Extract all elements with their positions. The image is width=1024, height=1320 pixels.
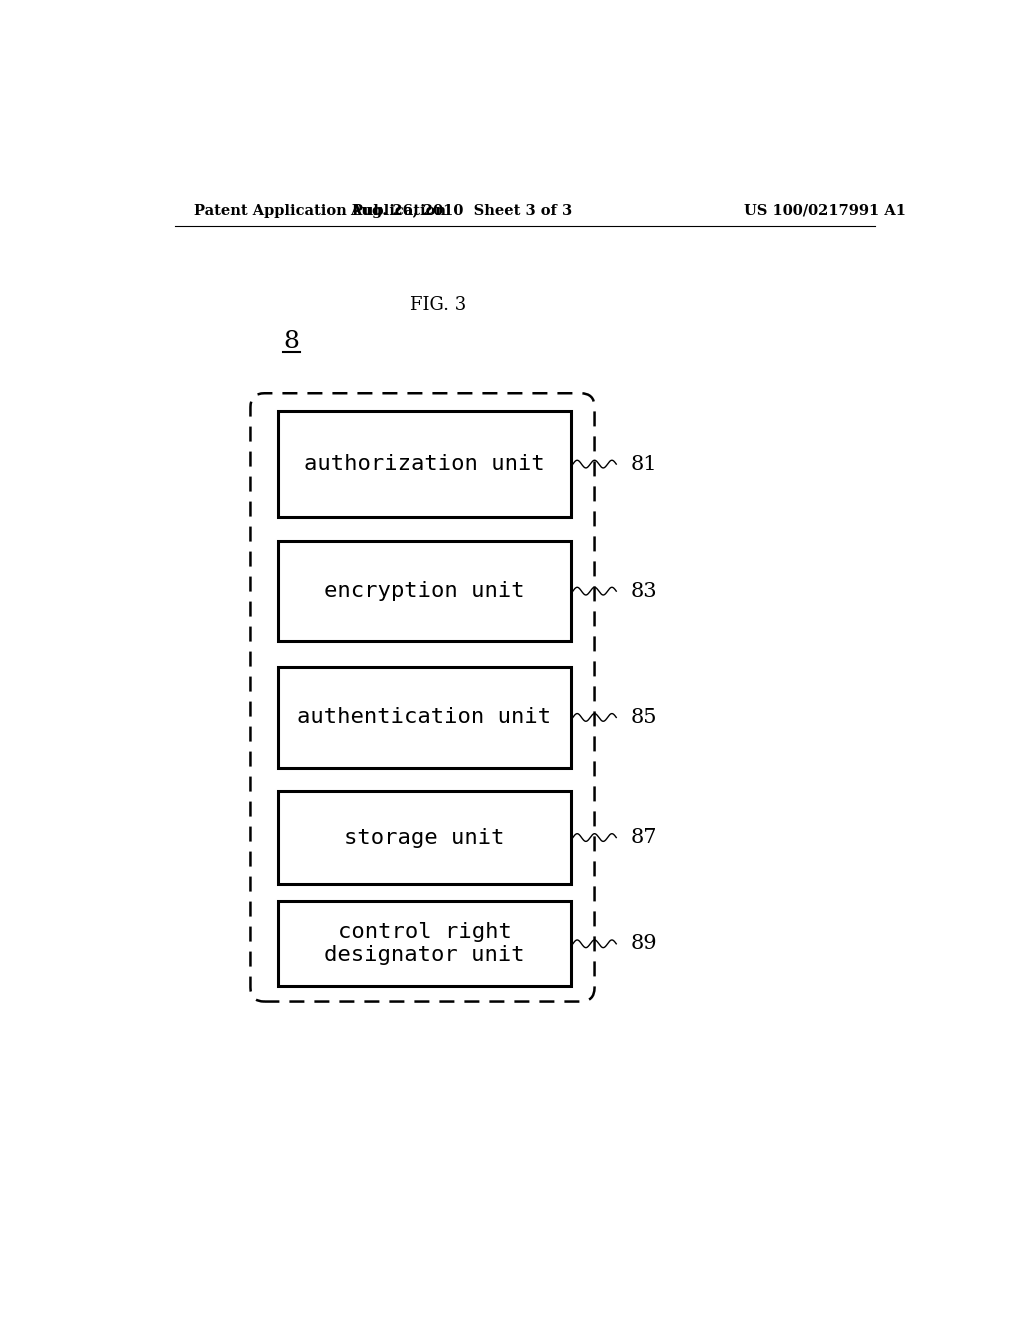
Text: 85: 85 (630, 708, 656, 727)
Bar (278, 792, 571, 884)
Bar (278, 667, 571, 768)
Text: control right
designator unit: control right designator unit (325, 923, 524, 965)
Text: 83: 83 (630, 582, 656, 601)
Bar (278, 902, 571, 986)
Text: authentication unit: authentication unit (297, 708, 552, 727)
Text: FIG. 3: FIG. 3 (410, 296, 466, 314)
Bar (278, 541, 571, 642)
Text: 87: 87 (630, 828, 656, 847)
Text: US 100/0217991 A1: US 100/0217991 A1 (744, 203, 906, 218)
Text: encryption unit: encryption unit (325, 581, 524, 601)
Text: Patent Application Publication: Patent Application Publication (194, 203, 445, 218)
Text: 81: 81 (630, 454, 656, 474)
Bar (278, 411, 571, 517)
Text: 89: 89 (630, 935, 656, 953)
Text: authorization unit: authorization unit (304, 454, 545, 474)
Text: 8: 8 (283, 330, 299, 354)
Text: Aug. 26, 2010  Sheet 3 of 3: Aug. 26, 2010 Sheet 3 of 3 (350, 203, 572, 218)
Text: storage unit: storage unit (344, 828, 505, 847)
